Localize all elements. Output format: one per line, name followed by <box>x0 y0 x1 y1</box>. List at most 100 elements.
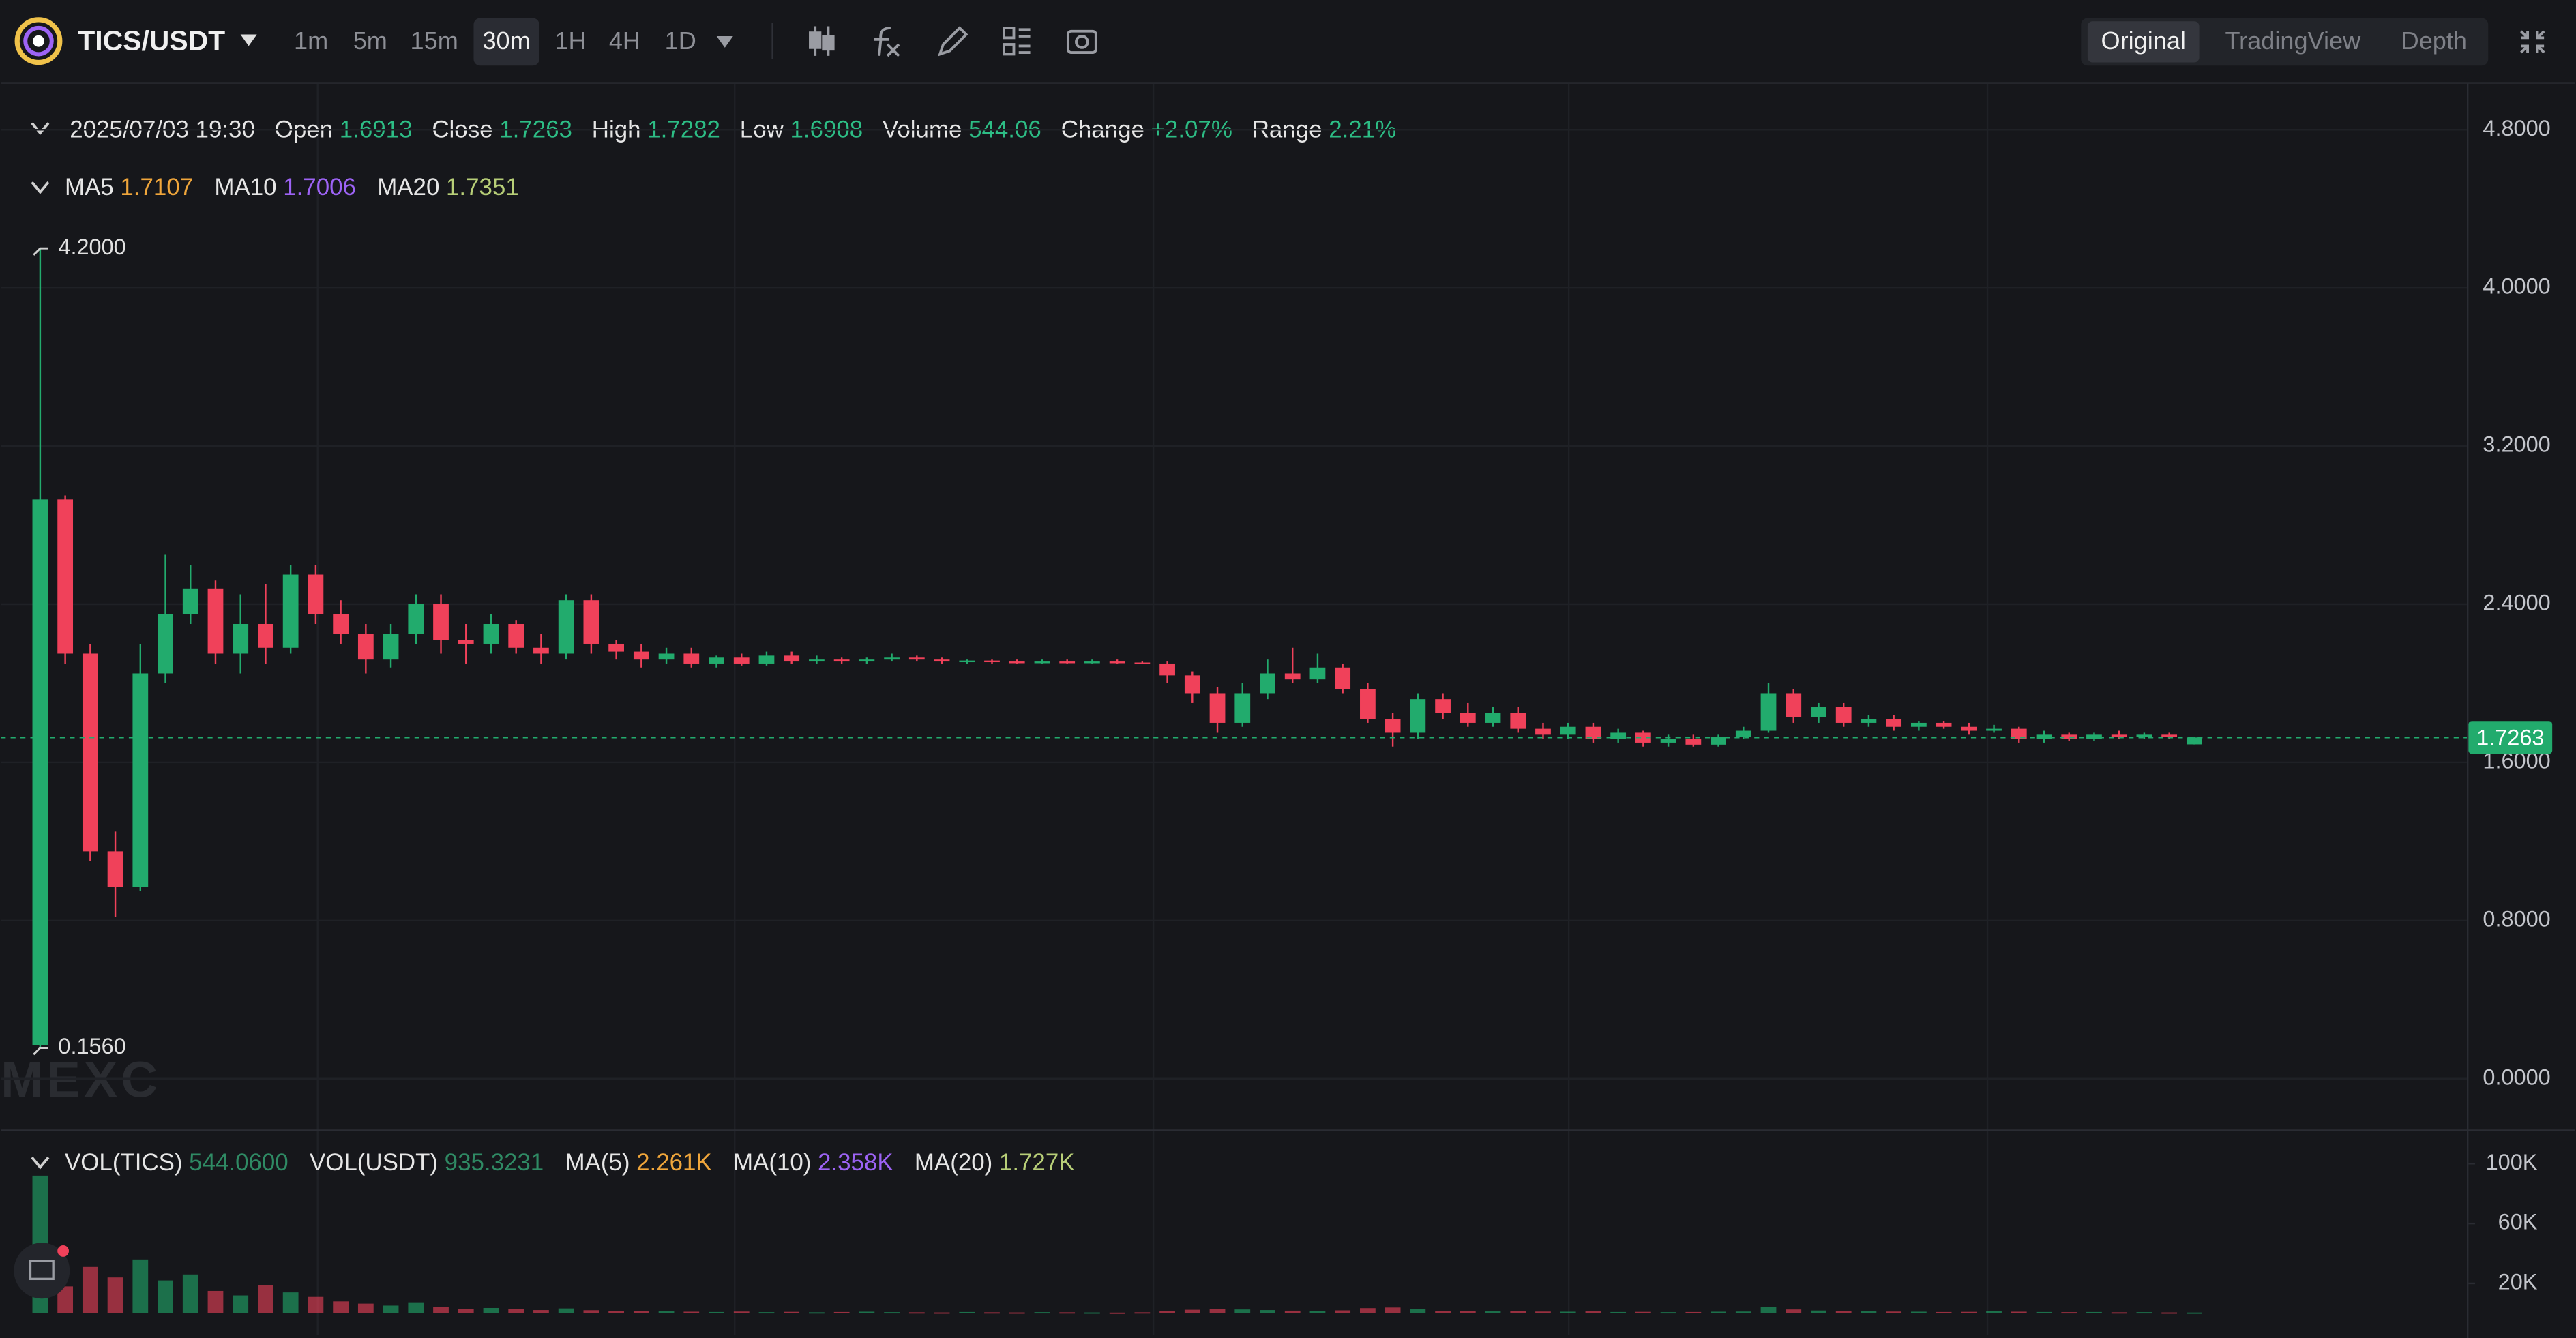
candle-body <box>1886 719 1902 727</box>
volume-bar <box>2011 1311 2027 1313</box>
volume-bar <box>1786 1309 1802 1313</box>
candle-body <box>1309 667 1326 680</box>
draw-icon[interactable] <box>938 26 968 57</box>
candle-body <box>683 653 700 664</box>
candle-body <box>1159 663 1175 676</box>
volume-tick-label: 100K <box>2486 1150 2538 1174</box>
volume-bar <box>1109 1312 1125 1314</box>
candle-body <box>1660 739 1676 743</box>
y-tick-label: 2.4000 <box>2483 591 2550 615</box>
indicator-icon[interactable] <box>874 26 900 57</box>
extreme-label: 4.2000 <box>58 235 125 259</box>
candle-body <box>809 659 825 662</box>
volume-bar <box>2086 1311 2102 1313</box>
volume-bar <box>458 1309 474 1313</box>
candle-body <box>258 623 273 648</box>
volume-bar <box>809 1312 825 1314</box>
volume-bar <box>1961 1311 1977 1313</box>
candle-body <box>508 623 524 648</box>
candle-body <box>1610 732 1627 739</box>
layout-icon[interactable] <box>1003 26 1031 56</box>
legend-label: MA10 <box>214 174 276 200</box>
volume-bar <box>934 1312 950 1314</box>
candle-body <box>784 655 800 662</box>
view-tab[interactable]: Depth <box>2401 27 2467 55</box>
volume-bar <box>884 1312 900 1314</box>
legend-value: 935.3231 <box>445 1149 544 1176</box>
candle-body <box>383 634 399 660</box>
legend-value: 544.0600 <box>189 1149 288 1176</box>
candle-body <box>1711 737 1726 745</box>
view-tab[interactable]: TradingView <box>2225 27 2361 55</box>
interval[interactable]: 1m <box>294 27 328 55</box>
alert-bg[interactable] <box>14 1243 70 1299</box>
candle-body <box>1635 732 1651 743</box>
alert-dot <box>57 1245 70 1257</box>
candle-body <box>1360 689 1376 719</box>
interval-active-bg <box>473 18 539 66</box>
last-price-box <box>2468 721 2553 754</box>
candle-body <box>984 660 1000 663</box>
candle-body <box>2136 734 2152 737</box>
legend-label: MA(20) <box>915 1149 992 1176</box>
volume-bar <box>1886 1311 1902 1313</box>
volume-bar <box>533 1310 549 1313</box>
volume-bar <box>1485 1311 1501 1313</box>
candle-body <box>1109 661 1125 664</box>
legend-label: MA(10) <box>733 1149 811 1176</box>
candle-body <box>709 657 724 664</box>
ma-collapse[interactable] <box>31 181 50 194</box>
candle-body <box>207 588 224 654</box>
candle-body <box>1735 730 1751 737</box>
camera-icon[interactable] <box>1066 29 1097 54</box>
interval[interactable]: 30m <box>482 27 530 55</box>
candle-body <box>2111 734 2127 737</box>
info-collapse[interactable] <box>31 122 50 136</box>
candle-body <box>1184 675 1200 694</box>
volume-bar <box>1711 1311 1726 1313</box>
volume-bar <box>1234 1309 1251 1313</box>
candle-body <box>158 614 173 674</box>
extreme-marker <box>33 247 48 256</box>
candle-icon[interactable] <box>809 26 835 56</box>
candle-body <box>1284 673 1301 680</box>
candle-body <box>357 634 374 660</box>
candle-body <box>1986 728 2002 731</box>
alert-icon[interactable] <box>29 1260 55 1281</box>
candle-body <box>908 657 925 660</box>
view-tab[interactable]: Original <box>2101 27 2186 55</box>
interval[interactable]: 1H <box>554 27 586 55</box>
interval-dropdown[interactable] <box>716 35 733 48</box>
candle-body <box>633 651 649 660</box>
volume-bar <box>833 1311 850 1313</box>
alert-button[interactable] <box>14 1243 70 1299</box>
candle-body <box>483 623 499 644</box>
interval[interactable]: 4H <box>609 27 640 55</box>
volume-bar <box>433 1307 449 1313</box>
candle-body <box>233 623 249 654</box>
candle-body <box>1385 719 1401 733</box>
fullscreen-icon[interactable] <box>2520 30 2545 54</box>
candle-body <box>1410 699 1426 733</box>
interval[interactable]: 5m <box>353 27 387 55</box>
candle-body <box>1910 722 1927 727</box>
volume-collapse[interactable] <box>31 1156 50 1170</box>
interval[interactable]: 1D <box>665 27 696 55</box>
logo-ring-inner <box>23 25 54 57</box>
logo-dot <box>33 35 44 47</box>
symbol-dropdown[interactable] <box>240 34 257 46</box>
candle-body <box>82 653 98 852</box>
volume-bar <box>908 1312 925 1314</box>
y-tick-label: 0.0000 <box>2483 1065 2550 1089</box>
view-group: Original TradingView Depth <box>2087 21 2467 63</box>
extreme-marker <box>33 1047 48 1056</box>
volume-bar <box>959 1311 975 1313</box>
symbol[interactable]: TICS/USDT <box>78 25 225 56</box>
candle-body <box>833 659 850 662</box>
legend-value: 1.7107 <box>120 174 193 200</box>
volume-bar <box>1184 1309 1200 1313</box>
last-price-label: 1.7263 <box>2476 725 2544 749</box>
interval[interactable]: 15m <box>411 27 458 55</box>
